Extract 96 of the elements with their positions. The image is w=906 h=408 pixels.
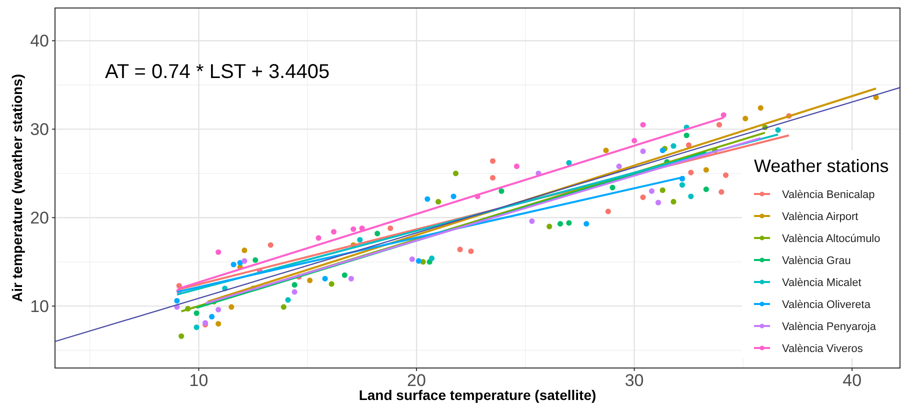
- point: [330, 228, 337, 235]
- point: [350, 226, 356, 232]
- legend-label: València Micalet: [782, 276, 862, 289]
- point: [632, 138, 638, 144]
- point: [450, 194, 456, 200]
- y-axis-title: Air temperature (weather stations): [9, 74, 25, 302]
- point: [660, 187, 666, 194]
- y-tick-label: 30: [30, 120, 49, 140]
- point: [490, 158, 496, 164]
- point: [374, 230, 380, 236]
- point: [209, 314, 215, 320]
- point: [230, 262, 236, 268]
- point: [280, 304, 286, 310]
- point: [716, 122, 722, 128]
- point: [688, 194, 694, 200]
- point: [357, 236, 363, 243]
- point: [292, 289, 298, 295]
- point: [688, 170, 694, 176]
- point: [237, 260, 243, 266]
- point: [242, 258, 248, 264]
- point: [322, 276, 328, 282]
- point: [194, 324, 200, 330]
- point: [388, 225, 394, 232]
- x-tick-label: 30: [624, 371, 644, 390]
- point: [424, 196, 430, 202]
- point: [416, 258, 422, 264]
- point: [584, 221, 590, 227]
- point: [328, 281, 334, 287]
- point: [242, 248, 248, 254]
- point: [529, 218, 535, 224]
- point: [655, 200, 662, 206]
- point: [216, 320, 222, 327]
- point: [775, 127, 781, 133]
- legend-label: València Grau: [782, 254, 851, 267]
- x-axis-title: Land surface temperature (satellite): [358, 387, 596, 403]
- point: [566, 220, 572, 226]
- point: [285, 297, 291, 303]
- point: [703, 186, 709, 192]
- point: [616, 164, 622, 170]
- point: [178, 333, 184, 339]
- x-tick-label: 20: [407, 371, 426, 390]
- point: [468, 248, 474, 254]
- point: [610, 184, 616, 190]
- point: [742, 116, 748, 122]
- point: [686, 142, 692, 148]
- point: [670, 143, 676, 149]
- point: [718, 189, 724, 195]
- point: [670, 198, 676, 205]
- point: [557, 221, 564, 227]
- x-tick-label: 10: [189, 371, 208, 390]
- y-tick-label: 10: [30, 297, 49, 316]
- point: [428, 256, 435, 262]
- y-tick-label: 20: [30, 208, 49, 228]
- legend-label: València Benicalap: [782, 188, 875, 201]
- point: [216, 249, 222, 255]
- annotation: AT = 0.74 * LST + 3.4405: [105, 61, 330, 83]
- point: [648, 188, 655, 194]
- point: [758, 105, 764, 111]
- legend-label: València Airport: [782, 210, 858, 223]
- x-tick-label: 40: [842, 371, 862, 390]
- point: [498, 188, 504, 194]
- point: [684, 132, 690, 138]
- point: [490, 175, 496, 181]
- point: [252, 257, 258, 263]
- point: [216, 306, 222, 312]
- point: [640, 194, 646, 200]
- legend-label: València Penyaroja: [782, 320, 877, 333]
- point: [342, 272, 348, 278]
- point: [194, 310, 200, 316]
- point: [546, 224, 552, 230]
- point: [660, 148, 666, 154]
- point: [640, 148, 646, 154]
- point: [228, 304, 234, 310]
- legend-label: València Altocúmulo: [782, 232, 880, 245]
- point: [640, 122, 646, 128]
- point: [268, 242, 274, 248]
- legend-title: Weather stations: [754, 156, 889, 176]
- y-tick-label: 40: [30, 32, 49, 51]
- point: [722, 172, 729, 178]
- point: [605, 208, 611, 214]
- legend-label: València Olivereta: [782, 298, 872, 311]
- point: [703, 167, 709, 173]
- point: [348, 276, 354, 282]
- point: [679, 182, 686, 188]
- point: [566, 160, 572, 166]
- point: [603, 148, 609, 154]
- point: [514, 164, 520, 170]
- point: [452, 170, 459, 176]
- point: [457, 246, 463, 252]
- point: [409, 256, 415, 262]
- point: [307, 278, 313, 284]
- point: [436, 198, 442, 205]
- legend-label: València Viveros: [782, 342, 864, 355]
- point: [174, 298, 180, 304]
- point: [316, 235, 322, 241]
- point: [292, 282, 298, 288]
